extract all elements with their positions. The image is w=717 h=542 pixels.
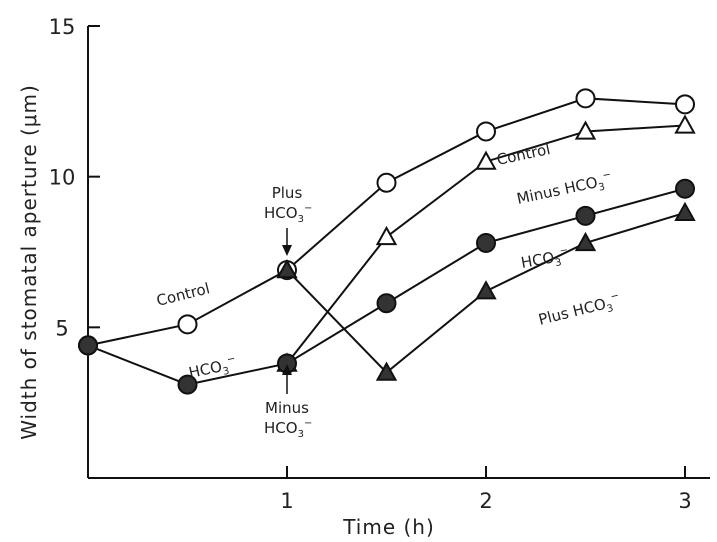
data-point-minus <box>674 114 696 134</box>
annotation-minus-hco3: Minus HCO3− <box>515 169 614 211</box>
data-point-plus <box>574 231 597 252</box>
arrow-down-head <box>282 245 292 256</box>
annotation-plus-arrow-line1: Plus <box>272 184 303 202</box>
annotation-hco3-right: HCO3− <box>519 245 570 275</box>
data-point-hco3 <box>575 205 596 226</box>
data-point-control <box>476 121 496 142</box>
data-point-hco3 <box>177 374 198 395</box>
x-tick-label: 1 <box>280 489 293 513</box>
x-axis-title: Time (h) <box>342 515 435 539</box>
data-point-control <box>177 314 198 335</box>
x-tick-label: 2 <box>479 489 492 513</box>
data-point-hco3 <box>675 178 695 199</box>
axes: 5 10 15 1 2 3 Time (h) Width of stomatal apertu… <box>17 15 710 539</box>
data-point-minus <box>375 225 398 246</box>
annotation-control-right: Control <box>495 140 552 169</box>
series-markers <box>78 88 696 395</box>
data-point-minus <box>475 150 497 170</box>
data-point-hco3 <box>376 293 397 314</box>
data-point-control <box>675 94 695 115</box>
data-point-control <box>575 88 596 109</box>
data-point-hco3 <box>476 232 496 253</box>
data-point-plus <box>375 361 398 381</box>
data-point-plus <box>674 201 696 222</box>
data-point-control <box>376 172 397 193</box>
arrow-up-head <box>282 364 292 375</box>
y-tick-label: 10 <box>49 166 76 190</box>
x-tick-label: 3 <box>678 489 691 513</box>
annotation-minus-arrow-line2: HCO3− <box>264 418 312 440</box>
data-point-plus <box>475 280 497 300</box>
annotation-minus-arrow-line1: Minus <box>265 399 309 417</box>
y-axis-title: Width of stomatal aperture (μm) <box>17 84 41 440</box>
data-point-minus <box>574 120 597 140</box>
y-tick-label: 15 <box>49 15 76 39</box>
y-tick-label: 5 <box>55 316 68 340</box>
data-point-plus <box>276 259 298 279</box>
annotation-plus-arrow-line2: HCO3− <box>264 203 312 225</box>
data-point-hco3 <box>78 335 98 356</box>
annotation-plus-hco3: Plus HCO3− <box>536 290 622 332</box>
annotation-control-left: Control <box>155 279 212 310</box>
